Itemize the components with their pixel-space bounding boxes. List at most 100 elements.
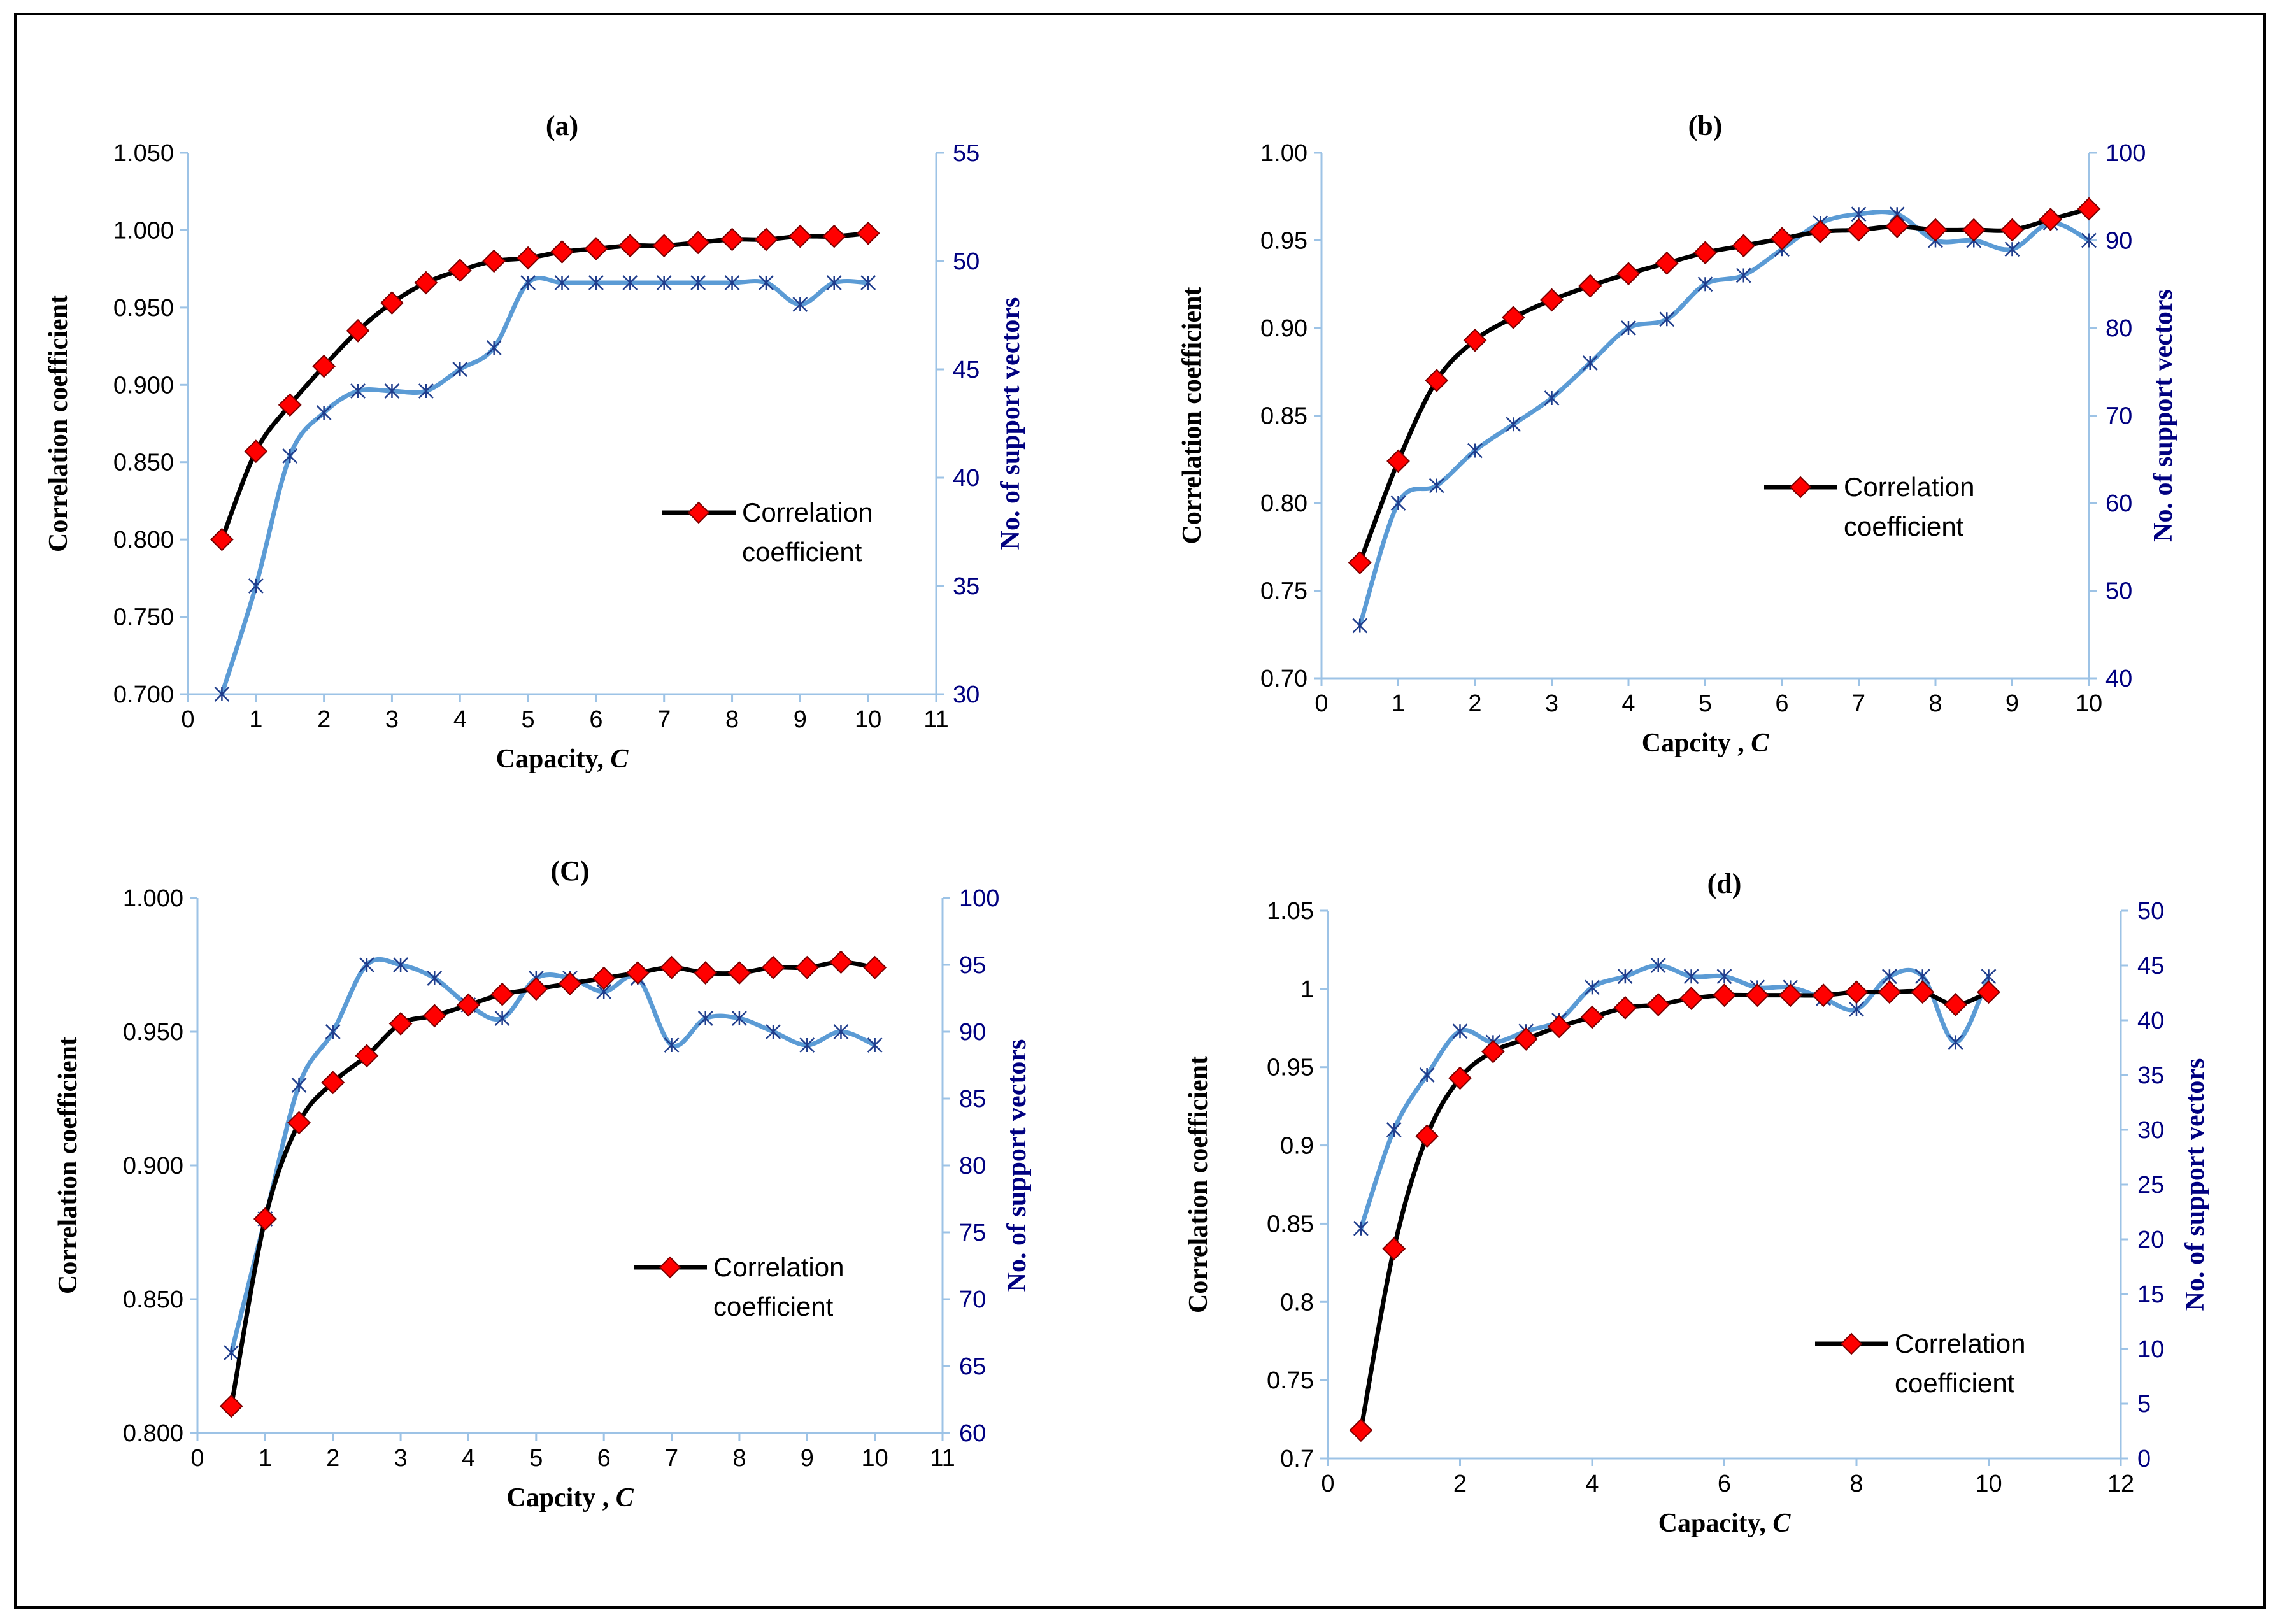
correlation-point	[1923, 218, 1948, 242]
support-vectors-point	[588, 275, 604, 290]
y-tick-label: 0.85	[1260, 403, 1307, 430]
support-vectors-line	[1357, 210, 2090, 627]
correlation-point	[422, 1004, 446, 1028]
y2-tick-label: 100	[2105, 140, 2146, 167]
y-tick-label: 0.90	[1260, 315, 1307, 342]
y-tick-label: 0.700	[113, 681, 174, 708]
support-vectors-point	[799, 1037, 815, 1053]
correlation-point	[388, 1011, 413, 1036]
support-vectors-point	[1352, 618, 1368, 634]
x-tick-label: 10	[1975, 1471, 2002, 1497]
correlation-point	[210, 527, 234, 552]
correlation-point	[1463, 328, 1487, 352]
y2-tick-label: 90	[2105, 228, 2132, 255]
x-tick-label: 9	[801, 1445, 814, 1472]
x-tick-label: 2	[1453, 1471, 1467, 1497]
y-tick-label: 0.850	[113, 450, 174, 476]
x-tick-label: 0	[1315, 690, 1328, 717]
legend-text: Correlation	[1895, 1328, 2025, 1358]
legend: Correlation coefficient	[1815, 1328, 2025, 1398]
support-vectors-point	[1735, 267, 1751, 283]
chart-panel-b: (b) 0.70 0.75 0.80 0.85 0.90 0.95 1.00 40 50 60 70 8…	[1159, 76, 2261, 841]
x-tick-label: 2	[326, 1445, 339, 1472]
support-vectors-point	[826, 275, 842, 290]
y-tick-label: 0.95	[1260, 228, 1307, 255]
support-vectors-point	[1716, 969, 1732, 985]
x-tick-label: 6	[1775, 690, 1788, 717]
correlation-point	[1808, 220, 1832, 244]
correlation-point	[652, 234, 676, 258]
chart-panel-c: (C) 0.800 0.850 0.900 0.950 1.000 60 65 70 75 80 85…	[25, 831, 1127, 1595]
correlation-point	[694, 961, 718, 985]
y2-tick-label: 80	[959, 1153, 986, 1179]
correlation-point	[1578, 274, 1602, 298]
y-tick-label: 1.000	[113, 217, 174, 244]
chart-panel-d: (d) 0.7 0.75 0.8 0.85 0.9 0.95 1 1.05 0 5 10 15 20 25 3…	[1159, 857, 2261, 1621]
y-tick-label: 0.75	[1260, 578, 1307, 605]
y2-tick-label: 40	[2137, 1008, 2164, 1034]
correlation-point	[1732, 234, 1756, 258]
support-vectors-point	[282, 448, 298, 464]
support-vectors-point	[214, 687, 230, 702]
support-vectors-point	[1621, 320, 1636, 336]
correlation-point	[856, 221, 880, 245]
correlation-point	[1580, 1005, 1604, 1029]
correlation-point	[346, 318, 370, 343]
correlation-point	[2000, 218, 2024, 242]
correlation-point	[278, 393, 302, 417]
support-vectors-point	[325, 1024, 341, 1039]
legend-text: Correlation	[742, 497, 873, 527]
x-tick-label: 11	[923, 706, 948, 733]
y-tick-label: 1.00	[1260, 140, 1307, 167]
y2-tick-label: 60	[959, 1420, 986, 1447]
x-tick-label: 7	[665, 1445, 678, 1472]
y-axis-label: Correlation coefficient	[1178, 287, 1207, 545]
support-vectors-point	[1582, 355, 1598, 371]
y2-tick-label: 80	[2105, 315, 2132, 342]
x-tick-label: 8	[732, 1445, 746, 1472]
correlation-point	[1481, 1039, 1505, 1064]
support-vectors-point	[1386, 1122, 1402, 1137]
correlation-point	[448, 259, 472, 282]
legend-text: coefficient	[1895, 1368, 2015, 1398]
correlation-point	[482, 249, 506, 273]
x-tick-label: 6	[589, 706, 602, 733]
support-vectors-point	[1617, 969, 1633, 985]
correlation-point	[1655, 251, 1679, 275]
correlation-point	[1547, 1015, 1571, 1039]
y2-tick-label: 50	[2105, 578, 2132, 605]
correlation-point	[1977, 980, 2000, 1004]
correlation-point	[516, 246, 540, 270]
y2-tick-label: 40	[953, 465, 980, 492]
x-axis-label: Capcity , C	[506, 1483, 634, 1513]
support-vectors-point	[224, 1345, 239, 1360]
x-tick-label: 0	[190, 1445, 204, 1472]
x-tick-label: 3	[1545, 690, 1558, 717]
correlation-point	[414, 271, 438, 295]
y-tick-label: 0.8	[1280, 1289, 1314, 1316]
support-vectors-point	[2081, 232, 2097, 248]
support-vectors-point	[690, 275, 706, 290]
legend: Correlation coefficient	[634, 1252, 844, 1321]
x-tick-label: 8	[1849, 1471, 1863, 1497]
correlation-point	[550, 240, 574, 264]
correlation-point	[727, 961, 752, 985]
correlation-point	[618, 234, 642, 258]
correlation-point	[592, 966, 616, 990]
support-vectors-point	[1452, 1023, 1468, 1039]
y2-tick-label: 20	[2137, 1227, 2164, 1253]
correlation-line	[229, 960, 876, 1407]
chart-svg: (a) 0.700 0.750 0.800 0.850 0.900 0.950 1.000 1.…	[44, 110, 1025, 774]
support-vectors-point	[427, 971, 443, 986]
support-vectors-line	[1358, 963, 1991, 1229]
correlation-point	[1944, 993, 1968, 1016]
x-axis-label: Capcity , C	[1642, 729, 1770, 758]
correlation-point	[558, 971, 582, 995]
support-vectors-line	[220, 275, 869, 695]
support-vectors-point	[664, 1037, 680, 1053]
x-tick-label: 1	[1392, 690, 1405, 717]
correlation-point	[686, 231, 710, 255]
y2-axis-label: No. of support vectors	[2149, 289, 2178, 542]
correlation-point	[1425, 369, 1449, 392]
y2-tick-label: 35	[953, 573, 980, 600]
